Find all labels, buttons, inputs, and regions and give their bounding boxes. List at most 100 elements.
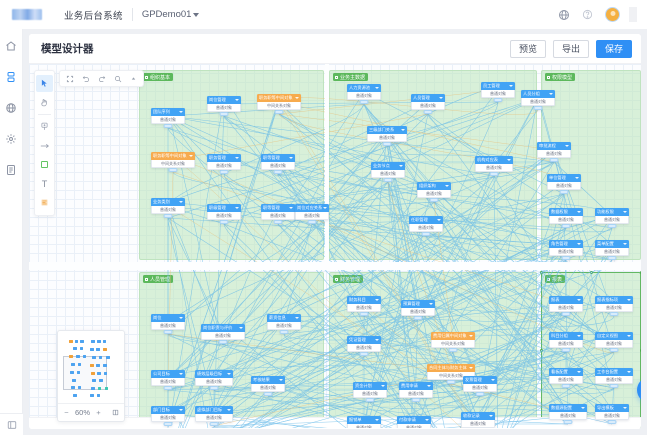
node-header[interactable]: 看板配置 [549, 368, 583, 376]
node-port[interactable] [563, 420, 573, 424]
node-port[interactable] [382, 142, 392, 146]
model-node[interactable]: 收款记录 普通对象 [461, 412, 495, 428]
model-node[interactable]: 绩效层级目标 普通对象 [195, 370, 233, 390]
node-port[interactable] [163, 386, 173, 390]
node-header[interactable]: 岗位对应关系 [295, 204, 329, 212]
chevron-down-icon[interactable] [375, 339, 379, 341]
chevron-down-icon[interactable] [179, 201, 183, 203]
add-node-icon[interactable] [36, 118, 53, 135]
node-port[interactable] [219, 220, 229, 224]
minimap[interactable]: − 60% + [57, 330, 125, 422]
chevron-down-icon[interactable] [489, 415, 493, 417]
node-port[interactable] [561, 256, 571, 260]
node-header[interactable]: 机构对应表 [475, 156, 513, 164]
model-node[interactable]: 导出模板 普通对象 [595, 404, 629, 424]
node-header[interactable]: 员工管理 [481, 82, 515, 90]
preview-button[interactable]: 预览 [509, 39, 546, 58]
node-header[interactable]: 自定义视图 [595, 332, 633, 340]
chevron-down-icon[interactable] [581, 407, 585, 409]
model-node[interactable]: 人员分组 普通对象 [521, 90, 555, 110]
dropdown-caret-icon[interactable] [128, 73, 139, 84]
node-header[interactable]: 导出模板 [595, 404, 629, 412]
model-node[interactable]: 业务类别 普通对象 [151, 198, 185, 218]
model-node[interactable]: 数据权限 普通对象 [549, 208, 583, 228]
node-header[interactable]: 职等管理 [261, 154, 295, 162]
chevron-down-icon[interactable] [295, 317, 299, 319]
model-node[interactable]: 三级部门关系 普通对象 [367, 126, 407, 146]
node-header[interactable]: 岗位 [151, 314, 185, 322]
group-rect-icon[interactable] [36, 156, 53, 173]
chevron-down-icon[interactable] [445, 185, 449, 187]
text-tool-icon[interactable]: T [41, 178, 48, 189]
model-node[interactable]: 看板配置 普通对象 [549, 368, 583, 388]
model-node[interactable]: 机构对应表 普通对象 [475, 156, 513, 176]
model-node[interactable]: 审批流程 普通对象 [537, 142, 571, 162]
node-header[interactable]: 财务科目 [347, 296, 381, 304]
globe-icon[interactable] [5, 101, 18, 114]
resize-handle[interactable] [540, 271, 543, 274]
node-port[interactable] [561, 312, 571, 316]
connector-icon[interactable] [36, 137, 53, 154]
node-port[interactable] [533, 106, 543, 110]
node-port[interactable] [209, 386, 219, 390]
model-node[interactable]: 团队序列 普通对象 [151, 108, 185, 128]
export-button[interactable]: 导出 [552, 39, 589, 58]
node-port[interactable] [429, 198, 439, 202]
node-header[interactable]: 数据源配置 [549, 404, 587, 412]
magnifier-icon[interactable] [112, 73, 123, 84]
redo-icon[interactable] [96, 73, 107, 84]
model-node[interactable]: 自定义视图 普通对象 [595, 332, 633, 352]
chevron-down-icon[interactable] [577, 335, 581, 337]
node-header[interactable]: 薪资信息 [267, 314, 301, 322]
node-port[interactable] [561, 224, 571, 228]
chevron-down-icon[interactable] [235, 99, 239, 101]
save-button[interactable]: 保存 [595, 39, 632, 58]
chevron-down-icon[interactable] [439, 97, 443, 99]
model-node[interactable]: 功能权限 普通对象 [595, 208, 629, 228]
node-header[interactable]: 公司目标 [151, 370, 185, 378]
node-header[interactable]: 功能权限 [595, 208, 629, 216]
node-header[interactable]: 三级部门关系 [367, 126, 407, 134]
node-port[interactable] [607, 224, 617, 228]
model-node[interactable]: 科目分组 普通对象 [549, 332, 583, 352]
chevron-down-icon[interactable] [429, 303, 433, 305]
node-port[interactable] [446, 380, 456, 384]
model-node[interactable]: 发票管理 普通对象 [463, 376, 497, 396]
model-node[interactable]: 人力资源池 普通对象 [347, 84, 381, 104]
node-header[interactable]: 任职管理 [409, 216, 443, 224]
node-header[interactable]: 岗位职责与评价 [201, 324, 245, 332]
chevron-down-icon[interactable] [577, 243, 581, 245]
chevron-down-icon[interactable] [179, 111, 183, 113]
node-header[interactable]: 数据权限 [549, 208, 583, 216]
company-logo[interactable] [12, 9, 42, 20]
node-port[interactable] [163, 124, 173, 128]
node-header[interactable]: 业务节点 [371, 162, 405, 170]
model-node[interactable]: 组织架构 普通对象 [417, 182, 451, 202]
node-header[interactable]: 组织架构 [417, 182, 451, 190]
model-node[interactable]: 职务职等中间对象 中间关系对象 [257, 94, 301, 114]
model-icon[interactable] [5, 70, 18, 83]
chevron-down-icon[interactable] [227, 373, 231, 375]
chevron-down-icon[interactable] [425, 419, 429, 421]
node-header[interactable]: 收款记录 [461, 412, 495, 420]
chevron-down-icon[interactable] [279, 379, 283, 381]
node-header[interactable]: 凭证管理 [347, 336, 381, 344]
resize-handle[interactable] [590, 271, 593, 274]
model-node[interactable]: 费用申请 普通对象 [399, 382, 433, 402]
model-node[interactable]: 业务节点 普通对象 [371, 162, 405, 182]
resize-handle[interactable] [540, 349, 543, 352]
node-port[interactable] [163, 422, 173, 426]
chevron-down-icon[interactable] [575, 177, 579, 179]
node-port[interactable] [448, 348, 458, 352]
list-block-icon[interactable] [36, 194, 53, 211]
node-port[interactable] [359, 100, 369, 104]
chevron-down-icon[interactable] [289, 157, 293, 159]
chevron-down-icon[interactable] [509, 85, 513, 87]
model-node[interactable]: 考核结果 普通对象 [251, 376, 285, 396]
model-node[interactable]: 凭证管理 普通对象 [347, 336, 381, 356]
model-node[interactable]: 菜单配置 普通对象 [595, 240, 629, 260]
model-node[interactable]: 职务职等中间对象 中间关系对象 [151, 152, 195, 172]
node-header[interactable]: 工作台配置 [595, 368, 633, 376]
chevron-down-icon[interactable] [179, 409, 183, 411]
chevron-down-icon[interactable] [469, 335, 473, 337]
